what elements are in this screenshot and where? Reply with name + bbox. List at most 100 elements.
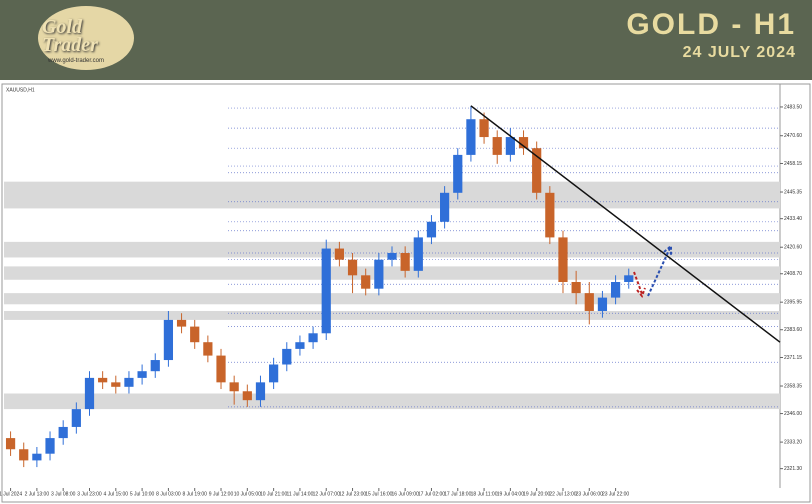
x-tick-label: 9 Jul 12:00	[209, 491, 234, 497]
candle-body	[58, 426, 68, 439]
zone	[4, 393, 780, 410]
x-tick-label: 3 Jul 23:00	[77, 491, 102, 497]
candle-body	[440, 192, 450, 222]
date: 24 JULY 2024	[682, 44, 796, 61]
x-tick-label: 8 Jul 19:00	[182, 491, 207, 497]
y-tick-label: 2445.35	[784, 189, 802, 195]
candle-body	[558, 237, 568, 282]
x-tick-label: 19 Jul 04:00	[497, 491, 524, 497]
candle-body	[426, 221, 437, 238]
candle-body	[505, 137, 515, 155]
y-tick-label: 2408.70	[784, 271, 802, 277]
title: GOLD - H1	[626, 8, 796, 41]
candle-body	[71, 409, 81, 427]
candle-body	[295, 342, 305, 349]
candle-body	[334, 248, 344, 260]
x-tick-label: 12 Jul 23:00	[339, 491, 366, 497]
x-tick-label: 4 Jul 15:00	[104, 491, 129, 497]
logo	[38, 6, 134, 70]
candle-body	[163, 319, 174, 361]
candle-body	[111, 382, 121, 387]
x-tick-label: 19 Jul 20:00	[523, 491, 550, 497]
candle-body	[387, 253, 397, 260]
zone	[4, 181, 780, 209]
arrow-up	[647, 243, 672, 297]
x-tick-label: 17 Jul 02:00	[418, 491, 445, 497]
x-tick-label: 2 Jul 13:00	[25, 491, 50, 497]
candle-body	[453, 154, 463, 193]
candle-body	[545, 192, 555, 238]
candle-body	[492, 137, 502, 155]
x-tick-label: 17 Jul 18:00	[444, 491, 471, 497]
frame	[1, 83, 811, 503]
candle-body	[624, 275, 634, 282]
candle-body	[242, 391, 252, 401]
candle-body	[479, 119, 489, 138]
y-tick-label: 2333.20	[784, 439, 802, 445]
candle-body	[84, 377, 95, 410]
candle-body	[176, 319, 187, 327]
candle-body	[150, 360, 160, 372]
x-tick-label: 1 Jul 2024	[0, 491, 22, 497]
arrow-down	[633, 271, 646, 298]
candle-body	[532, 148, 542, 193]
candle-body	[124, 377, 134, 387]
zone	[4, 310, 780, 320]
candle-body	[229, 382, 239, 392]
candle-body	[216, 355, 226, 383]
candle-body	[98, 377, 108, 383]
candle-body	[321, 248, 331, 334]
candle-body	[374, 259, 384, 289]
zone	[4, 266, 780, 280]
y-tick-label: 2470.60	[784, 133, 802, 139]
x-tick-label: 22 Jul 13:00	[549, 491, 576, 497]
y-tick-label: 2395.95	[784, 300, 802, 306]
site: www.gold-trader.com	[48, 58, 105, 64]
symbol: XAUUSD,H1	[6, 87, 35, 93]
candle-body	[584, 293, 594, 311]
x-tick-label: 10 Jul 05:00	[234, 491, 261, 497]
logo-text: Gold Trader	[42, 16, 98, 56]
x-tick-label: 3 Jul 08:00	[51, 491, 76, 497]
candle-body	[413, 237, 423, 271]
candle-body	[610, 282, 621, 298]
y-tick-label: 2420.60	[784, 245, 802, 251]
chart: XAUUSD,H1 2483.50 2470.60 2458.15 2445.35 24…	[0, 83, 811, 503]
candle-body	[45, 438, 55, 454]
x-tick-label: 23 Jul 06:00	[576, 491, 603, 497]
x-tick-label: 11 Jul 14:00	[286, 491, 313, 497]
candle-body	[190, 326, 200, 343]
header: Gold Trader www.gold-trader.com GOLD - H…	[0, 0, 812, 80]
candle-body	[19, 449, 29, 461]
y-tick-label: 2458.15	[784, 161, 802, 167]
x-tick-label: 15 Jul 16:00	[365, 491, 392, 497]
candle-body	[400, 253, 410, 271]
candle-body	[255, 382, 266, 401]
candle-body	[282, 348, 292, 365]
candle-body	[347, 259, 358, 276]
y-tick-label: 2321.30	[784, 466, 802, 472]
y-tick-label: 2383.60	[784, 327, 802, 333]
candle-body	[308, 333, 318, 343]
zone	[4, 293, 780, 305]
x-tick-label: 8 Jul 03:00	[156, 491, 181, 497]
x-tick-label: 5 Jul 10:00	[130, 491, 155, 497]
candle-body	[597, 297, 608, 311]
candle-body	[571, 282, 581, 294]
y-tick-label: 2371.15	[784, 355, 802, 361]
candle-body	[5, 438, 16, 450]
candle-body	[32, 453, 42, 461]
x-tick-label: 16 Jul 09:00	[392, 491, 419, 497]
candle-body	[518, 137, 529, 149]
y-tick-label: 2346.00	[784, 411, 802, 417]
candle-body	[466, 119, 476, 155]
x-tick-label: 23 Jul 22:00	[602, 491, 629, 497]
y-tick-label: 2433.40	[784, 216, 802, 222]
trendline	[470, 105, 781, 343]
candle-body	[137, 371, 147, 378]
candle-body	[203, 342, 213, 356]
x-tick-label: 18 Jul 11:00	[471, 491, 498, 497]
y-tick-label: 2358.35	[784, 383, 802, 389]
x-tick-label: 10 Jul 21:00	[260, 491, 287, 497]
